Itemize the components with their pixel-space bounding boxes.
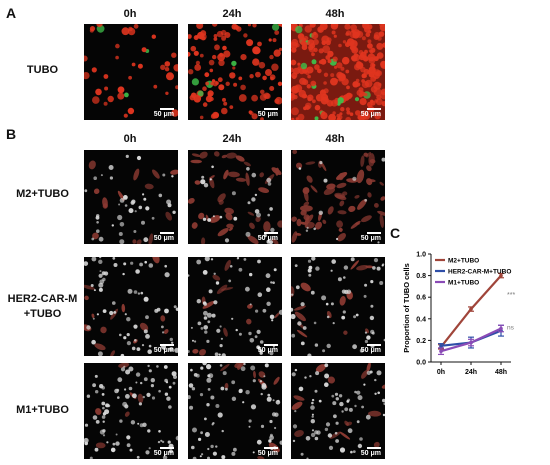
scale-bar-line xyxy=(367,447,381,449)
legend-label: M2+TUBO xyxy=(448,258,479,265)
micrograph-m2-24h: 50 μm xyxy=(188,150,282,244)
scale-bar: 50 μm xyxy=(361,108,381,118)
row-label-her2-line1: HER2-CAR-M xyxy=(7,293,78,305)
significance-ns: ns xyxy=(507,325,515,332)
scale-bar-label: 50 μm xyxy=(360,235,381,242)
scale-bar: 50 μm xyxy=(258,232,278,242)
col-label-24h-a: 24h xyxy=(222,8,242,20)
scale-bar-label: 50 μm xyxy=(153,111,174,118)
y-tick-label: 0.4 xyxy=(416,316,426,323)
y-tick-label: 1.0 xyxy=(416,252,426,259)
panel-b-letter: B xyxy=(6,126,17,142)
scale-bar-line xyxy=(160,447,174,449)
col-label-24h-b: 24h xyxy=(222,133,242,145)
scale-bar-line xyxy=(264,108,278,110)
scale-bar-label: 50 μm xyxy=(360,347,381,354)
scale-bar-label: 50 μm xyxy=(153,347,174,354)
data-point xyxy=(439,344,443,348)
row-label-her2: HER2-CAR-M +TUBO xyxy=(0,292,85,322)
data-point xyxy=(469,340,473,345)
y-axis-label: Proportion of TUBO cells xyxy=(402,263,411,353)
scale-bar-line xyxy=(367,108,381,110)
scale-bar: 50 μm xyxy=(154,232,174,242)
scale-bar: 50 μm xyxy=(258,108,278,118)
scale-bar-label: 50 μm xyxy=(153,235,174,242)
micrograph-her2-48h: 50 μm xyxy=(291,257,385,356)
micrograph-her2-24h: 50 μm xyxy=(188,257,282,356)
legend-label: M1+TUBO xyxy=(448,280,479,287)
proportion-line-chart: 0.0 0.2 0.4 0.6 0.8 1.0 0h 24h 48h Proportion of … xyxy=(402,252,515,377)
y-tick-label: 0.6 xyxy=(416,295,426,302)
micrograph-tubo-0h: 50 μm xyxy=(84,24,178,120)
micrograph-m2-0h: 50 μm xyxy=(84,150,178,244)
scale-bar-line xyxy=(367,344,381,346)
scale-bar-label: 50 μm xyxy=(257,111,278,118)
data-point xyxy=(469,307,473,311)
scale-bar: 50 μm xyxy=(361,447,381,457)
micrograph-her2-0h: 50 μm xyxy=(84,257,178,356)
row-label-m1-text: M1+TUBO xyxy=(16,404,69,416)
scale-bar-label: 50 μm xyxy=(153,450,174,457)
micrograph-tubo-48h: 50 μm xyxy=(291,24,385,120)
significance-star: *** xyxy=(507,292,515,299)
row-label-m2: M2+TUBO xyxy=(0,187,85,202)
row-label-m2-text: M2+TUBO xyxy=(16,188,69,200)
x-tick-label: 0h xyxy=(437,369,445,376)
scale-bar: 50 μm xyxy=(154,344,174,354)
col-label-0h-a: 0h xyxy=(123,8,137,20)
scale-bar-label: 50 μm xyxy=(360,111,381,118)
scale-bar: 50 μm xyxy=(361,344,381,354)
scale-bar-line xyxy=(264,344,278,346)
micrograph-m2-48h: 50 μm xyxy=(291,150,385,244)
data-point xyxy=(439,349,443,353)
micrograph-m1-48h: 50 μm xyxy=(291,363,385,459)
y-tick-label: 0.0 xyxy=(416,360,426,367)
scale-bar-label: 50 μm xyxy=(257,235,278,242)
scale-bar: 50 μm xyxy=(154,108,174,118)
col-label-0h-b: 0h xyxy=(123,133,137,145)
scale-bar: 50 μm xyxy=(361,232,381,242)
row-label-her2-line2: +TUBO xyxy=(23,308,62,320)
row-label-tubo: TUBO xyxy=(0,63,85,78)
scale-bar-line xyxy=(160,344,174,346)
micrograph-m1-24h: 50 μm xyxy=(188,363,282,459)
x-tick-label: 48h xyxy=(495,369,507,376)
scale-bar-line xyxy=(160,232,174,234)
scale-bar-line xyxy=(264,232,278,234)
panel-c-letter: C xyxy=(390,225,401,241)
scale-bar-label: 50 μm xyxy=(360,450,381,457)
y-tick-label: 0.8 xyxy=(416,273,426,280)
panel-a-letter: A xyxy=(6,5,17,21)
x-tick-label: 24h xyxy=(465,369,477,376)
row-label-tubo-text: TUBO xyxy=(26,64,59,76)
micrograph-tubo-24h: 50 μm xyxy=(188,24,282,120)
scale-bar: 50 μm xyxy=(258,447,278,457)
col-label-48h-b: 48h xyxy=(325,133,345,145)
legend-label: HER2-CAR-M+TUBO xyxy=(448,269,511,276)
scale-bar-line xyxy=(160,108,174,110)
micrograph-m1-0h: 50 μm xyxy=(84,363,178,459)
col-label-48h-a: 48h xyxy=(325,8,345,20)
y-tick-label: 0.2 xyxy=(416,338,426,345)
row-label-m1: M1+TUBO xyxy=(0,403,85,418)
scale-bar-label: 50 μm xyxy=(257,450,278,457)
scale-bar-line xyxy=(367,232,381,234)
scale-bar-line xyxy=(264,447,278,449)
data-point xyxy=(499,273,503,278)
scale-bar-label: 50 μm xyxy=(257,347,278,354)
scale-bar: 50 μm xyxy=(154,447,174,457)
data-point xyxy=(499,326,503,331)
scale-bar: 50 μm xyxy=(258,344,278,354)
